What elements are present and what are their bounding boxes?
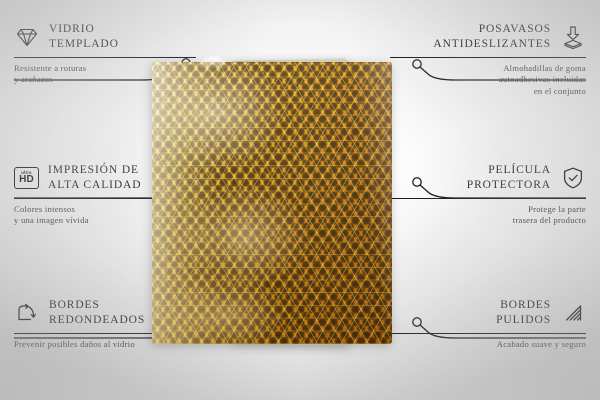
glass-top-highlight (200, 56, 226, 68)
feature-header: BORDES PULIDOS (390, 298, 586, 328)
feature-title: BORDES PULIDOS (496, 298, 551, 328)
feature-title-line2: REDONDEADOS (49, 314, 146, 326)
feature-divider (390, 198, 586, 199)
feature-subtitle-line2: autoadhesivas incluidas (498, 74, 586, 85)
feature-bordes-pulidos: BORDES PULIDOS Acabado suave y seguro (390, 298, 586, 350)
ultra-hd-badge-icon: ultra HD (14, 167, 39, 189)
feature-title: VIDRIO TEMPLADO (49, 22, 119, 52)
feature-title: POSAVASOS ANTIDESLIZANTES (433, 22, 551, 52)
feature-subtitle: Acabado suave y seguro (390, 339, 586, 350)
product-visual (152, 56, 392, 346)
feature-title-line1: IMPRESIÓN DE (48, 164, 139, 176)
feature-title-line2: PROTECTORA (466, 179, 551, 191)
feature-title-line2: TEMPLADO (49, 38, 119, 50)
feature-title-line1: BORDES (49, 299, 100, 311)
feature-subtitle-line2: trasera del producto (512, 215, 586, 226)
feature-subtitle-line1: Protege la parte (528, 204, 586, 214)
feature-divider (390, 57, 586, 58)
honeycomb-highlights (152, 62, 392, 344)
feature-header: VIDRIO TEMPLADO (14, 22, 196, 52)
feature-title: BORDES REDONDEADOS (49, 298, 145, 328)
feature-subtitle-line3: en el conjunto (533, 85, 586, 96)
feature-subtitle-line1: Acabado suave y seguro (496, 339, 586, 349)
feature-title-line2: PULIDOS (496, 314, 551, 326)
feature-posavasos-antideslizantes: POSAVASOS ANTIDESLIZANTES Almohadillas d… (390, 22, 586, 97)
feature-divider (390, 333, 586, 334)
feature-pelicula-protectora: PELÍCULA PROTECTORA Protege la parte tra… (390, 163, 586, 227)
rounded-corner-icon (14, 300, 40, 326)
feature-title-line2: ANTIDESLIZANTES (433, 38, 551, 50)
feature-subtitle: Almohadillas de goma autoadhesivas inclu… (390, 63, 586, 97)
feature-divider (14, 57, 196, 58)
feature-title-line1: PELÍCULA (488, 164, 551, 176)
feature-header: POSAVASOS ANTIDESLIZANTES (390, 22, 586, 52)
feature-title-line2: ALTA CALIDAD (48, 179, 142, 191)
feature-title: IMPRESIÓN DE ALTA CALIDAD (48, 163, 141, 193)
diamond-icon (14, 24, 40, 50)
diagonal-hatch-icon (560, 300, 586, 326)
feature-title-line1: POSAVASOS (478, 23, 551, 35)
feature-subtitle-line1: Almohadillas de goma (503, 63, 586, 73)
feature-title: PELÍCULA PROTECTORA (467, 163, 551, 193)
product-front-panel (152, 62, 392, 344)
feature-subtitle: Protege la parte trasera del producto (390, 204, 586, 227)
feature-title-line1: VIDRIO (49, 23, 95, 35)
feature-title-line1: BORDES (500, 299, 551, 311)
feature-header: PELÍCULA PROTECTORA (390, 163, 586, 193)
press-pad-arrow-icon (560, 24, 586, 50)
ultra-hd-large-text: HD (19, 173, 34, 185)
shield-check-icon (560, 165, 586, 191)
